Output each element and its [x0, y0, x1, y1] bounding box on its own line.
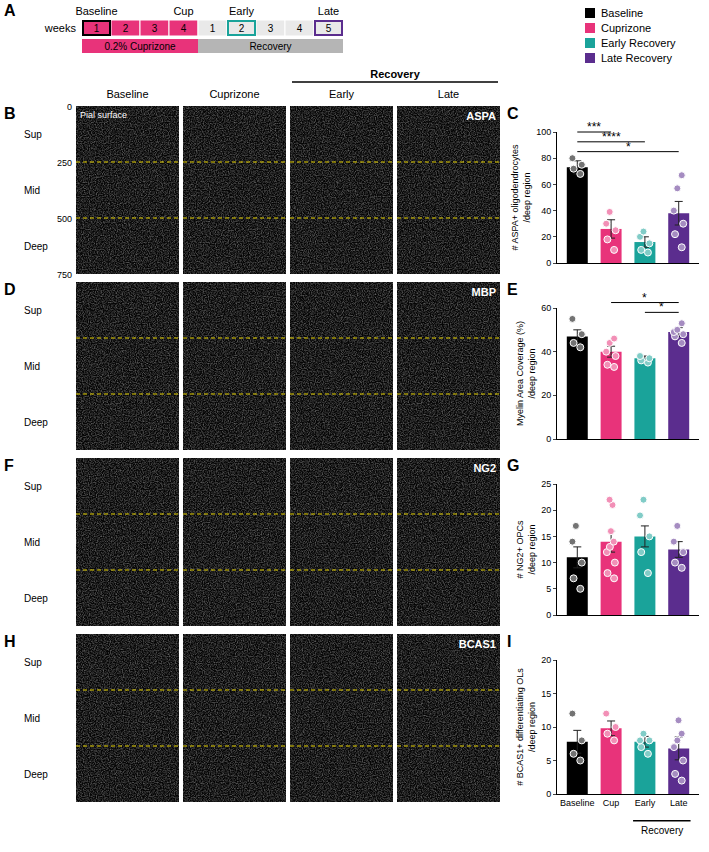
svg-text:Deep: Deep [24, 593, 48, 604]
svg-text:3: 3 [152, 23, 158, 34]
svg-text:500: 500 [57, 214, 72, 224]
svg-text:Cup: Cup [603, 798, 620, 808]
svg-text:Baseline: Baseline [560, 798, 595, 808]
svg-text:Late: Late [670, 798, 688, 808]
svg-text:40: 40 [541, 347, 551, 357]
svg-text:15: 15 [541, 532, 551, 542]
svg-text:0: 0 [546, 789, 551, 799]
svg-text:I: I [507, 633, 511, 650]
svg-text:Mid: Mid [24, 361, 40, 372]
svg-text:5: 5 [546, 584, 551, 594]
svg-text:40: 40 [541, 206, 551, 216]
svg-text:Recovery: Recovery [370, 68, 420, 80]
svg-text:Deep: Deep [24, 769, 48, 780]
svg-text:A: A [4, 2, 16, 19]
svg-text:C: C [507, 105, 519, 122]
svg-text:# NG2+ OPCs/deep region: # NG2+ OPCs/deep region [515, 520, 537, 578]
svg-text:4: 4 [297, 23, 303, 34]
svg-text:Early: Early [229, 5, 255, 17]
svg-text:*: * [659, 300, 664, 314]
svg-text:***: *** [587, 120, 601, 134]
svg-text:Sup: Sup [24, 305, 42, 316]
svg-text:F: F [4, 457, 14, 474]
svg-text:0: 0 [546, 610, 551, 620]
svg-text:Recovery: Recovery [641, 825, 683, 836]
svg-text:# ASPA+ oligodendrocytes/deep: # ASPA+ oligodendrocytes/deep region [510, 144, 532, 251]
svg-text:Late: Late [438, 88, 459, 100]
svg-text:60: 60 [541, 303, 551, 313]
svg-text:BCAS1: BCAS1 [459, 638, 496, 650]
svg-text:Early: Early [635, 798, 656, 808]
svg-text:Deep: Deep [24, 417, 48, 428]
svg-text:5: 5 [326, 23, 332, 34]
svg-text:Myelin Area Coverage (%)/deep: Myelin Area Coverage (%)/deep region [515, 321, 537, 426]
svg-text:2: 2 [123, 23, 129, 34]
svg-text:1: 1 [94, 23, 100, 34]
svg-text:Recovery: Recovery [249, 41, 291, 52]
svg-text:80: 80 [541, 153, 551, 163]
svg-text:10: 10 [541, 722, 551, 732]
svg-text:# BCAS1+ differentiating OLs/d: # BCAS1+ differentiating OLs/deep region [515, 668, 537, 786]
svg-text:Sup: Sup [24, 481, 42, 492]
svg-text:60: 60 [541, 180, 551, 190]
svg-text:Baseline: Baseline [601, 7, 643, 19]
svg-text:0: 0 [546, 434, 551, 444]
svg-text:weeks: weeks [44, 22, 77, 34]
svg-text:20: 20 [541, 232, 551, 242]
svg-text:NG2: NG2 [473, 462, 496, 474]
svg-text:Baseline: Baseline [75, 5, 117, 17]
svg-text:5: 5 [546, 756, 551, 766]
svg-text:D: D [4, 281, 16, 298]
svg-text:10: 10 [541, 558, 551, 568]
svg-text:20: 20 [541, 505, 551, 515]
svg-text:Baseline: Baseline [106, 88, 148, 100]
svg-text:20: 20 [541, 655, 551, 665]
svg-text:E: E [507, 281, 518, 298]
svg-text:*: * [642, 291, 647, 305]
svg-text:20: 20 [541, 390, 551, 400]
svg-text:100: 100 [536, 127, 551, 137]
svg-text:Deep: Deep [24, 241, 48, 252]
svg-text:Late: Late [318, 5, 339, 17]
svg-text:Sup: Sup [24, 657, 42, 668]
svg-text:15: 15 [541, 689, 551, 699]
svg-text:H: H [4, 633, 16, 650]
svg-text:4: 4 [181, 23, 187, 34]
svg-text:Late Recovery: Late Recovery [601, 52, 672, 64]
svg-text:****: **** [602, 130, 621, 144]
svg-text:ASPA: ASPA [466, 110, 496, 122]
svg-text:Mid: Mid [24, 713, 40, 724]
svg-text:0: 0 [67, 102, 72, 112]
svg-text:Cuprizone: Cuprizone [601, 22, 651, 34]
svg-text:2: 2 [239, 23, 245, 34]
svg-text:Mid: Mid [24, 537, 40, 548]
svg-text:Cup: Cup [173, 5, 193, 17]
svg-text:Mid: Mid [24, 185, 40, 196]
svg-text:Cuprizone: Cuprizone [209, 88, 259, 100]
svg-text:1: 1 [210, 23, 216, 34]
svg-text:0: 0 [546, 258, 551, 268]
svg-text:MBP: MBP [472, 286, 496, 298]
svg-text:25: 25 [541, 479, 551, 489]
svg-text:0.2% Cuprizone: 0.2% Cuprizone [104, 41, 176, 52]
svg-text:Early: Early [329, 88, 355, 100]
svg-text:G: G [507, 457, 519, 474]
svg-text:250: 250 [57, 158, 72, 168]
svg-text:Early Recovery: Early Recovery [601, 37, 676, 49]
svg-text:Pial surface: Pial surface [80, 110, 127, 120]
svg-text:*: * [626, 140, 631, 154]
svg-text:Sup: Sup [24, 129, 42, 140]
svg-text:3: 3 [268, 23, 274, 34]
svg-text:B: B [4, 105, 16, 122]
svg-text:750: 750 [57, 270, 72, 280]
